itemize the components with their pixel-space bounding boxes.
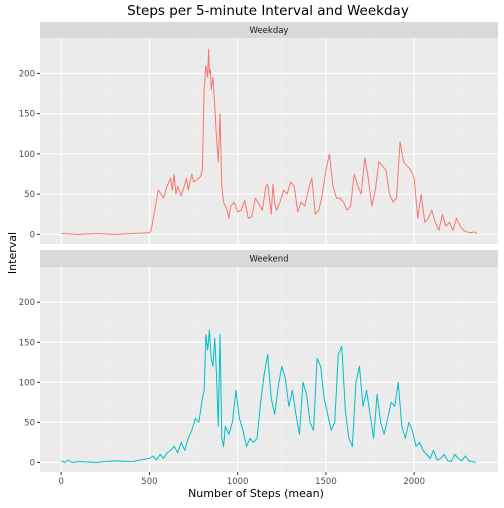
x-tick-label: 500 xyxy=(141,477,157,487)
series-line-weekday xyxy=(61,48,478,235)
y-tick-label: 100 xyxy=(19,150,35,160)
x-tick-label: 1500 xyxy=(315,477,337,487)
y-tick-label: 50 xyxy=(24,190,35,200)
chart-title: Steps per 5-minute Interval and Weekday xyxy=(127,3,409,19)
y-tick-label: 150 xyxy=(19,338,35,348)
x-tick-label: 0 xyxy=(58,477,63,487)
series-line-weekend xyxy=(60,329,477,463)
panel-strip xyxy=(40,250,498,267)
panel-weekday: Weekday 0 50 100 150 200 xyxy=(19,22,498,244)
x-tick-label: 2000 xyxy=(403,477,425,487)
y-axis-label: Interval xyxy=(6,232,19,274)
x-tick-label: 1000 xyxy=(227,477,249,487)
y-tick-label: 0 xyxy=(30,458,35,468)
y-tick-label: 0 xyxy=(30,230,35,240)
y-tick-label: 50 xyxy=(24,418,35,428)
panel-background xyxy=(40,38,498,244)
y-tick-label: 200 xyxy=(19,298,35,308)
panel-strip-label: Weekend xyxy=(250,255,289,265)
x-axis-label: Number of Steps (mean) xyxy=(188,487,324,500)
y-tick-label: 200 xyxy=(19,69,35,79)
panel-strip xyxy=(40,22,498,38)
y-tick-label: 150 xyxy=(19,110,35,120)
y-tick-label: 100 xyxy=(19,378,35,388)
panel-strip-label: Weekday xyxy=(250,26,289,36)
